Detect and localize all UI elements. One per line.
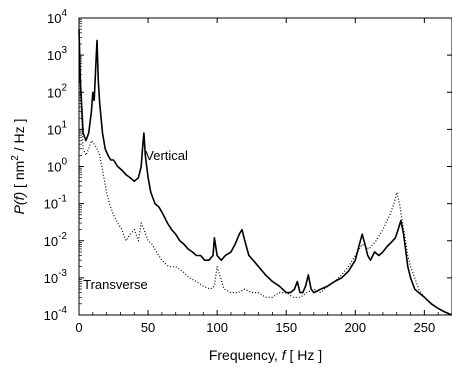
y-tick-label: 10-4 [44, 305, 68, 323]
x-axis-label: Frequency, f [ Hz ] [209, 347, 322, 363]
y-axis-label-var: P(f) [11, 192, 27, 215]
y-tick-label: 101 [47, 119, 67, 137]
x-tick-label: 100 [206, 320, 228, 335]
y-tick-label: 102 [47, 82, 67, 100]
x-axis-label-var: f [282, 347, 288, 363]
y-axis-label-tail: / Hz ] [11, 119, 27, 156]
x-tick-label: 150 [275, 320, 297, 335]
y-tick-label: 10-1 [44, 194, 68, 212]
plot-frame [78, 17, 452, 316]
y-tick-label: 10-3 [44, 268, 68, 286]
annotation-vertical: Vertical [145, 148, 188, 163]
x-tick-label: 50 [141, 320, 155, 335]
annotations: Vertical Transverse [83, 148, 188, 292]
x-tick-label: 0 [75, 320, 82, 335]
annotation-transverse: Transverse [83, 277, 148, 292]
y-tick-label: 103 [47, 45, 67, 63]
series-layer [78, 29, 452, 316]
ticks-layer [78, 17, 452, 316]
y-axis-label-exp: 2 [10, 155, 21, 161]
y-tick-label: 100 [47, 157, 67, 175]
tick-labels: 0 50 100 150 200 250 10-4 10-3 10-2 10-1 100 101 102… [44, 8, 436, 335]
x-axis-label-post: [ Hz ] [286, 347, 323, 363]
series-line-vertical [78, 29, 452, 316]
y-tick-label: 10-2 [44, 231, 68, 249]
y-axis-label-post: [ nm [11, 161, 27, 192]
series-line-transverse [78, 37, 452, 316]
y-axis-label: P(f) [ nm2 / Hz ] [10, 119, 27, 215]
y-tick-label: 104 [47, 8, 67, 26]
x-tick-label: 250 [414, 320, 436, 335]
x-tick-label: 200 [344, 320, 366, 335]
x-axis-label-pre: Frequency, [209, 347, 282, 363]
